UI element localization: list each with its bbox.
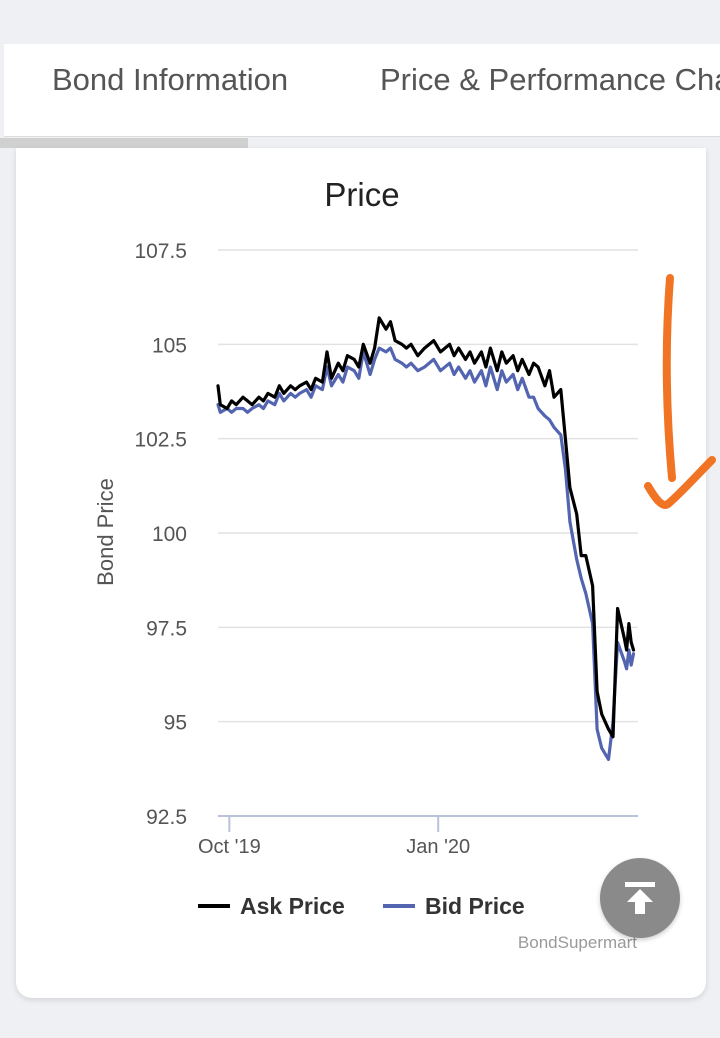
price-chart: Price Bond Price 107.5 105 102.5 100 97.5 95 9… xyxy=(93,176,638,952)
tab-bar: Bond Information Price & Performance Cha xyxy=(4,44,720,137)
scroll-to-top-button[interactable] xyxy=(600,858,680,938)
y-axis-label: Bond Price xyxy=(93,478,118,586)
chart-credit: BondSupermart xyxy=(518,933,637,952)
tab-price-performance[interactable]: Price & Performance Cha xyxy=(380,62,720,97)
y-tick-label: 107.5 xyxy=(134,240,187,263)
bid-price-line xyxy=(216,346,636,762)
ask-price-line xyxy=(216,316,636,739)
x-tick-label: Oct '19 xyxy=(198,836,261,858)
y-tick-label: 105 xyxy=(152,334,187,357)
y-tick-label: 95 xyxy=(164,712,187,735)
tab-bond-information[interactable]: Bond Information xyxy=(52,62,289,97)
y-tick-label: 102.5 xyxy=(134,429,187,452)
arrow-up-to-line-icon xyxy=(625,882,655,914)
legend-label-ask: Ask Price xyxy=(240,893,345,919)
price-chart-card: Price Bond Price 107.5 105 102.5 100 97.5 95 9… xyxy=(16,148,706,998)
chart-title: Price xyxy=(324,176,399,213)
y-tick-label: 97.5 xyxy=(146,617,187,640)
active-tab-indicator xyxy=(0,138,248,148)
x-tick-label: Jan '20 xyxy=(406,836,470,858)
y-tick-label: 100 xyxy=(152,523,187,546)
legend-label-bid: Bid Price xyxy=(425,893,525,919)
y-tick-label: 92.5 xyxy=(146,806,187,829)
